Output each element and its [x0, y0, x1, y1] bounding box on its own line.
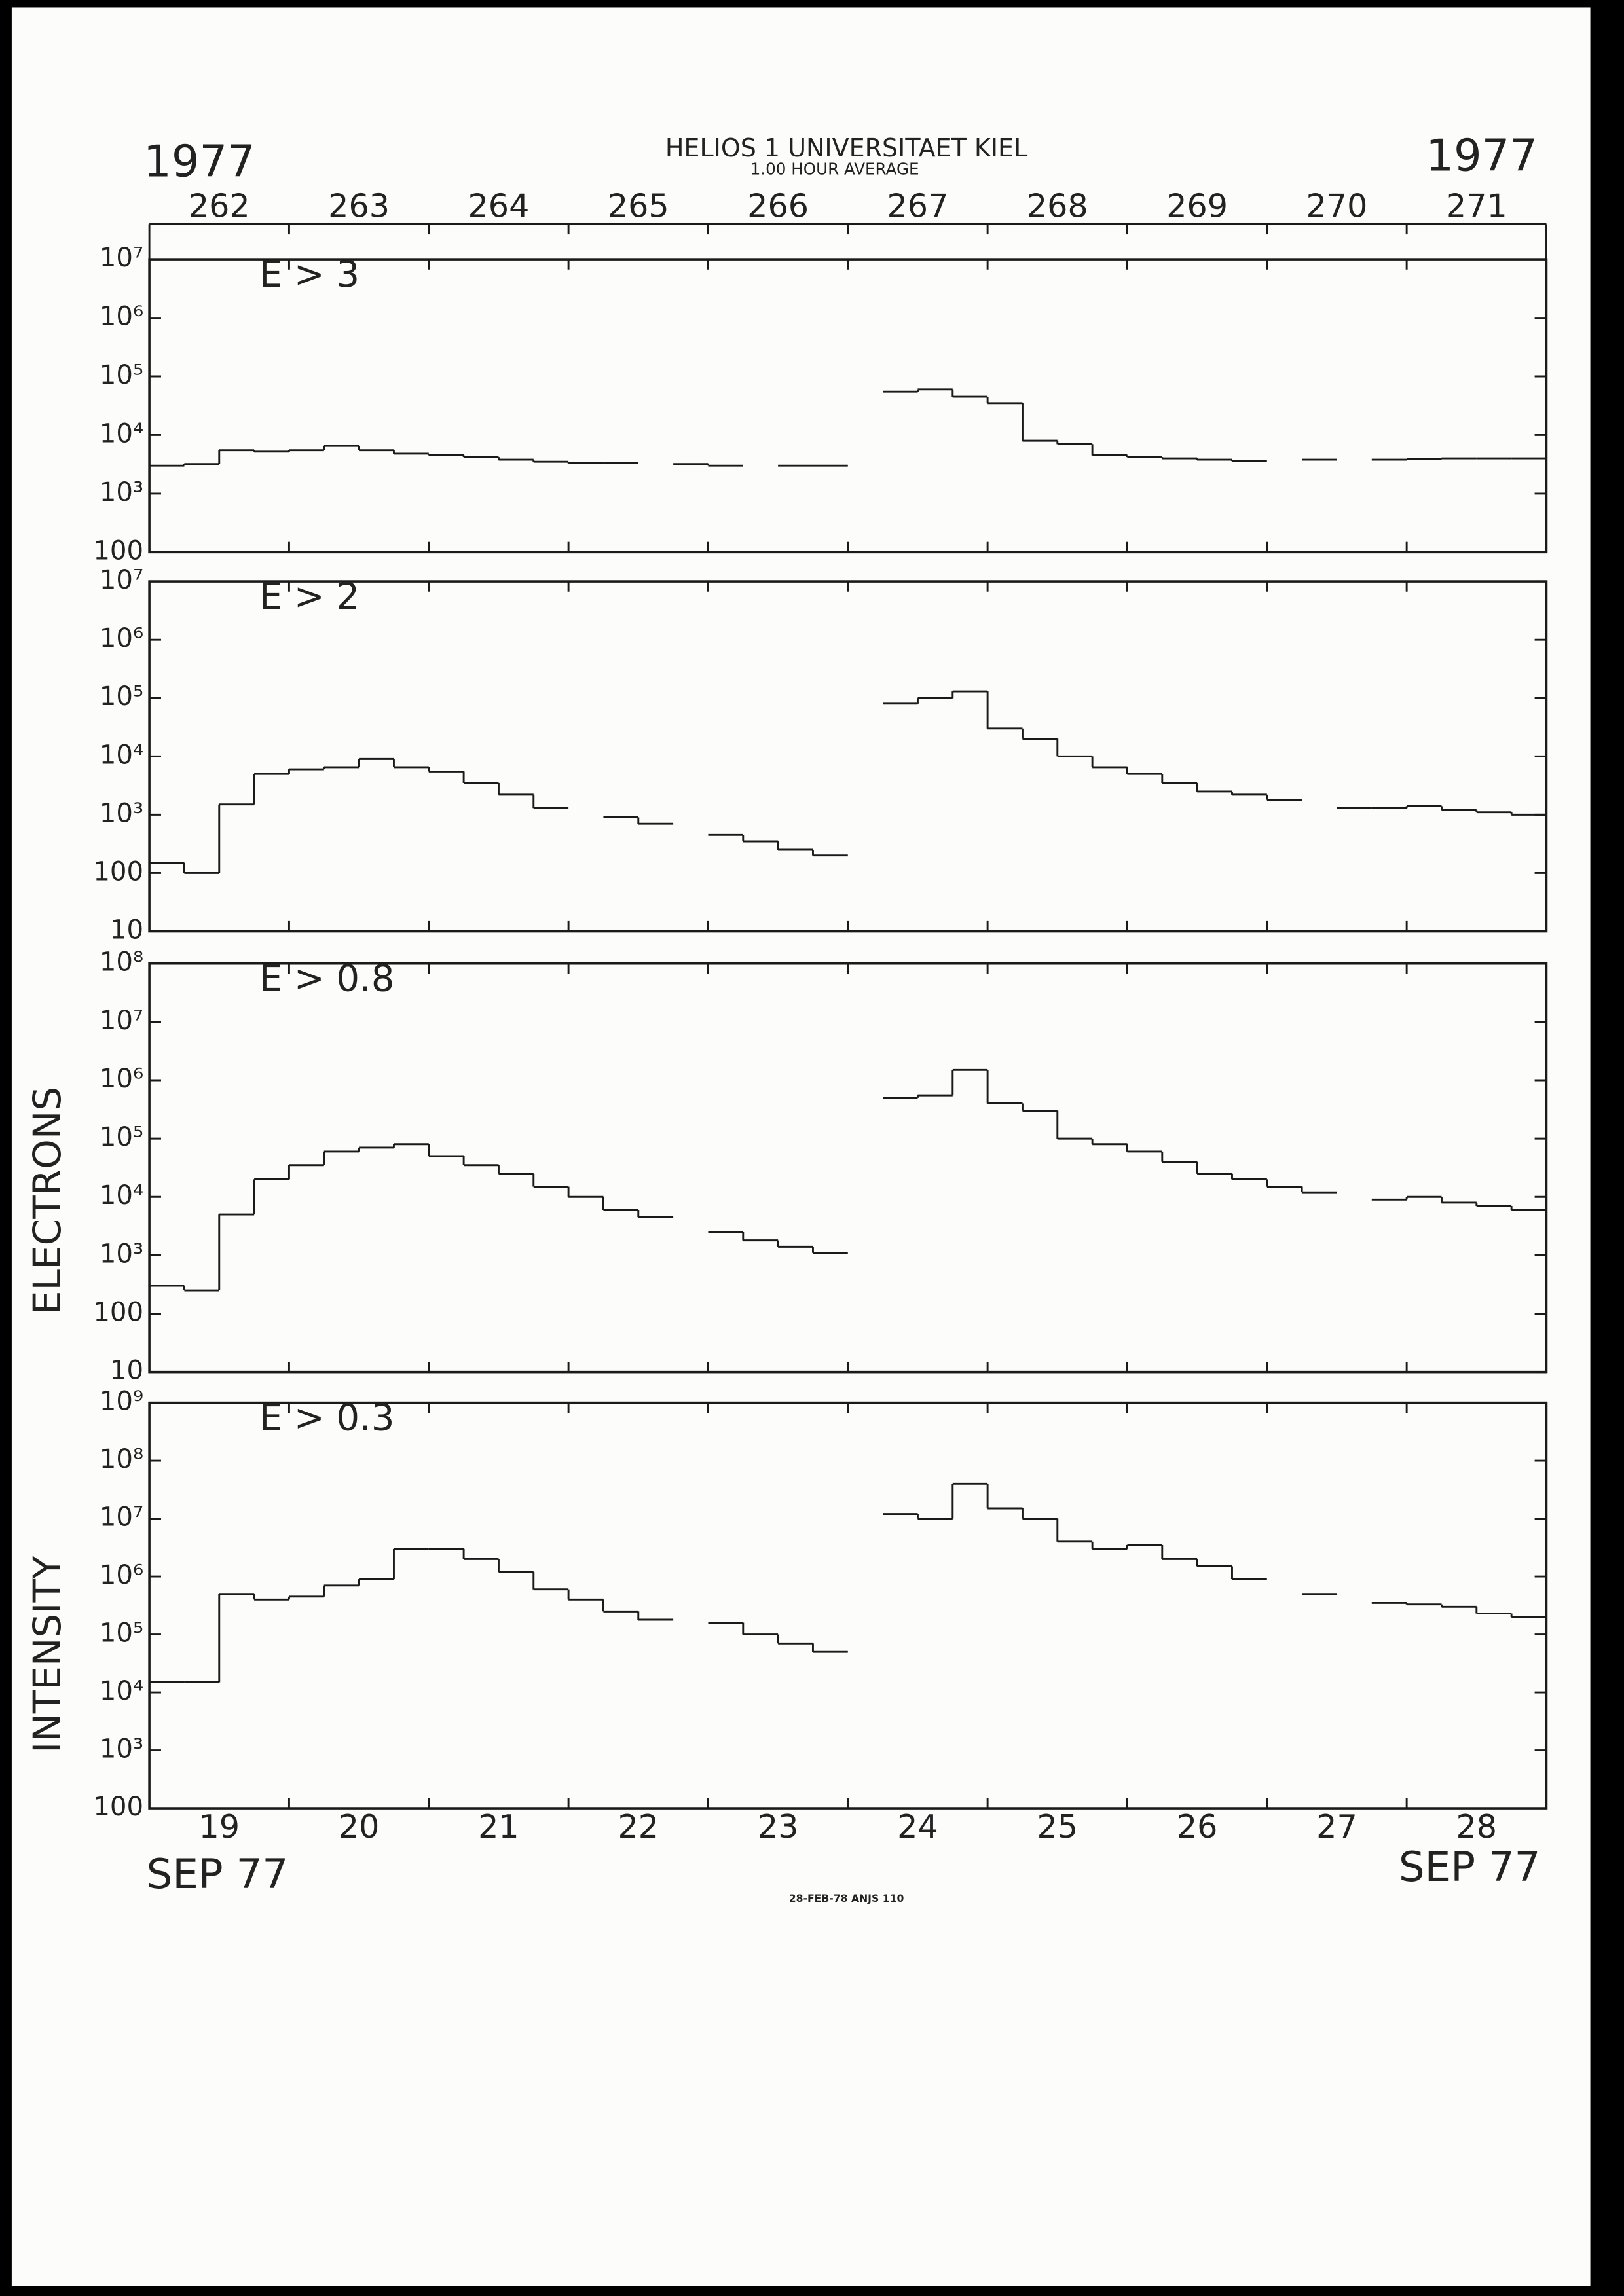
y-tick-label: 10⁷: [100, 1503, 143, 1533]
y-tick-label: 10⁶: [100, 302, 143, 332]
top-axis-label: 263: [328, 187, 390, 225]
top-axis-label: 267: [887, 187, 949, 225]
y-axis-label: ELECTRONS: [25, 1087, 69, 1315]
x-tick-label: 21: [478, 1808, 519, 1846]
y-tick-label: 10⁸: [100, 947, 143, 977]
y-tick-label: 100: [93, 536, 143, 566]
y-tick-label: 10³: [100, 477, 143, 507]
y-tick-label: 100: [93, 1298, 143, 1328]
top-axis-label: 271: [1446, 187, 1507, 225]
subtitle: 1.00 HOUR AVERAGE: [750, 160, 919, 179]
y-tick-label: 10⁶: [100, 1064, 143, 1094]
paper: [11, 7, 1591, 2286]
panel-label: E > 2: [259, 575, 360, 618]
y-tick-label: 10⁵: [100, 360, 143, 390]
month-right: SEP 77: [1399, 1843, 1541, 1891]
x-tick-label: 27: [1316, 1808, 1357, 1846]
y-tick-label: 10⁹: [100, 1387, 143, 1417]
x-tick-label: 23: [758, 1808, 799, 1846]
x-tick-label: 28: [1456, 1808, 1498, 1846]
y-axis-label: INTENSITY: [25, 1556, 69, 1753]
y-tick-label: 10⁶: [100, 1560, 143, 1590]
panel-label: E > 0.8: [259, 958, 395, 1000]
y-tick-label: 10⁴: [100, 1180, 143, 1211]
y-tick-label: 10⁶: [100, 623, 143, 653]
top-axis-label: 268: [1027, 187, 1088, 225]
y-tick-label: 100: [93, 856, 143, 886]
top-axis-label: 265: [608, 187, 669, 225]
x-tick-label: 26: [1177, 1808, 1218, 1846]
y-tick-label: 10⁴: [100, 1676, 143, 1706]
y-tick-label: 10⁷: [100, 243, 143, 273]
y-tick-label: 10³: [100, 1239, 143, 1269]
top-axis-label: 270: [1306, 187, 1368, 225]
panel-label: E > 3: [259, 253, 360, 296]
title: HELIOS 1 UNIVERSITAET KIEL: [665, 134, 1027, 162]
y-tick-label: 10³: [100, 1734, 143, 1764]
top-axis-label: 269: [1166, 187, 1228, 225]
panel-label: E > 0.3: [259, 1397, 395, 1440]
month-left: SEP 77: [147, 1850, 289, 1898]
y-tick-label: 10⁷: [100, 1006, 143, 1036]
y-tick-label: 10⁷: [100, 565, 143, 595]
x-tick-label: 24: [897, 1808, 938, 1846]
y-tick-label: 10⁵: [100, 682, 143, 712]
top-axis-label: 262: [189, 187, 250, 225]
x-tick-label: 20: [339, 1808, 380, 1846]
year-right: 1977: [1426, 130, 1538, 181]
print-stamp: 28-FEB-78 ANJS 110: [789, 1892, 904, 1904]
top-axis-label: 264: [468, 187, 529, 225]
y-tick-label: 10⁵: [100, 1618, 143, 1649]
y-tick-label: 10⁴: [100, 740, 143, 770]
y-tick-label: 10³: [100, 798, 143, 828]
y-tick-label: 100: [93, 1792, 143, 1822]
x-tick-label: 25: [1037, 1808, 1078, 1846]
y-tick-label: 10⁸: [100, 1444, 143, 1474]
x-tick-label: 19: [198, 1808, 240, 1846]
x-tick-label: 22: [618, 1808, 659, 1846]
y-tick-label: 10⁵: [100, 1122, 143, 1152]
top-axis-label: 266: [747, 187, 809, 225]
y-tick-label: 10: [110, 1356, 143, 1386]
year-left: 1977: [143, 136, 255, 187]
y-tick-label: 10⁴: [100, 418, 143, 448]
y-tick-label: 10: [110, 915, 143, 945]
